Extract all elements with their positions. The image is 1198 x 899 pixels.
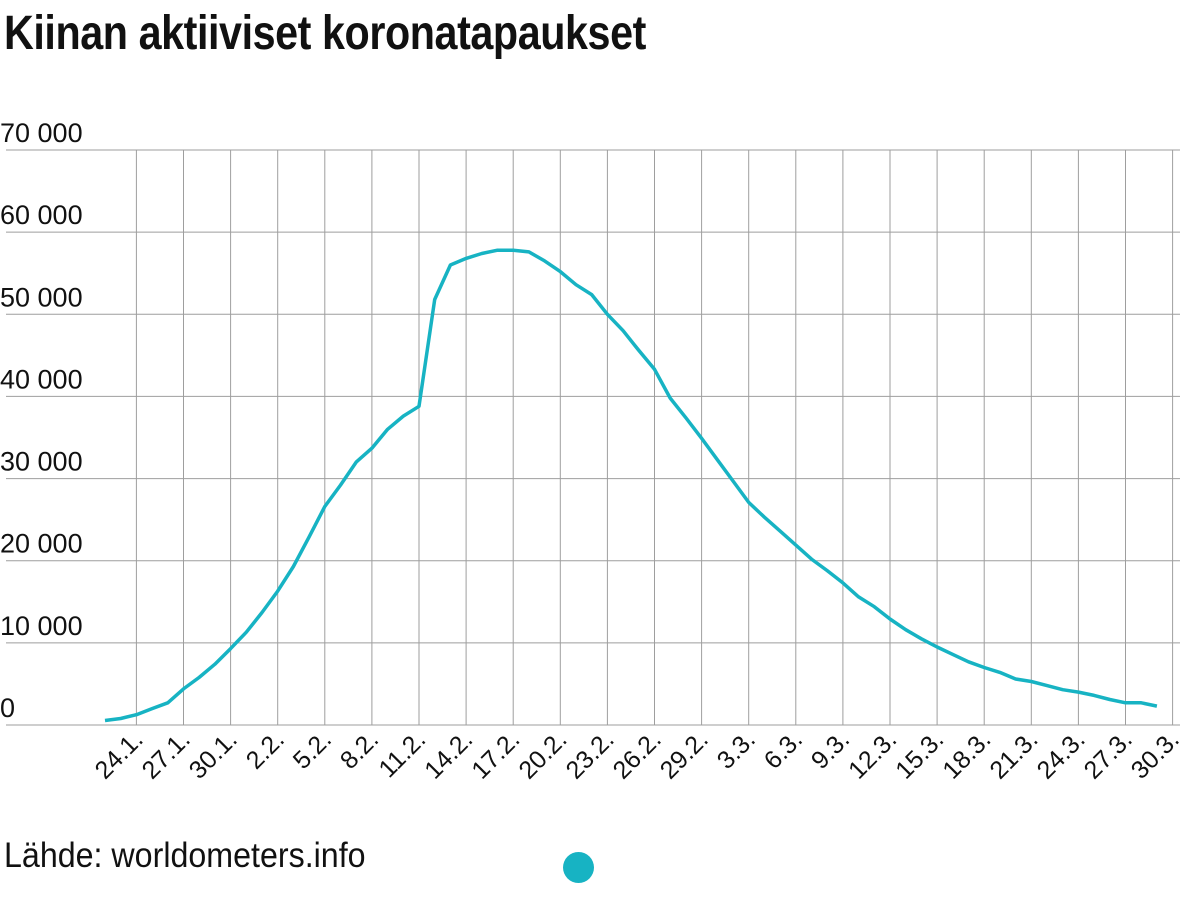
x-tick-label: 6.3. xyxy=(759,725,808,774)
x-axis: 24.1.27.1.30.1.2.2.5.2.8.2.11.2.14.2.17.… xyxy=(90,725,1185,784)
x-tick-label: 12.3. xyxy=(843,725,902,784)
y-tick-label: 20 000 xyxy=(0,529,83,559)
y-tick-label: 40 000 xyxy=(0,364,83,394)
chart-title: Kiinan aktiiviset koronatapaukset xyxy=(4,7,646,60)
y-tick-label: 10 000 xyxy=(0,611,83,641)
x-tick-label: 2.2. xyxy=(241,725,290,774)
y-tick-label: 30 000 xyxy=(0,447,83,477)
x-tick-label: 27.3. xyxy=(1079,725,1138,784)
x-tick-label: 26.2. xyxy=(608,725,667,784)
x-tick-label: 15.3. xyxy=(890,725,949,784)
x-tick-label: 27.1. xyxy=(137,725,196,784)
x-tick-label: 23.2. xyxy=(561,725,620,784)
y-axis: 0 10 000 20 000 30 000 40 000 50 000 60 000 70 … xyxy=(0,118,83,723)
x-tick-label: 3.3. xyxy=(712,725,761,774)
x-tick-label: 17.2. xyxy=(466,725,525,784)
y-tick-label: 50 000 xyxy=(0,282,83,312)
x-tick-label: 5.2. xyxy=(288,725,337,774)
x-tick-label: 11.2. xyxy=(373,725,431,783)
y-tick-label: 0 xyxy=(0,693,15,723)
series-line xyxy=(104,248,1158,723)
x-tick-label: 20.2. xyxy=(513,725,572,784)
x-tick-label: 30.3. xyxy=(1126,725,1185,784)
y-tick-label: 70 000 xyxy=(0,118,83,148)
x-tick-label: 21.3. xyxy=(984,725,1043,784)
x-tick-label: 29.2. xyxy=(655,725,714,784)
x-tick-label: 18.3. xyxy=(937,725,996,784)
x-tick-label: 30.1. xyxy=(184,725,243,784)
source-note: Lähde: worldometers.info xyxy=(4,836,366,875)
x-tick-label: 24.1. xyxy=(90,725,149,784)
x-tick-label: 24.3. xyxy=(1032,725,1091,784)
legend-marker xyxy=(563,852,594,883)
x-tick-label: 14.2. xyxy=(419,725,478,784)
y-tick-label: 60 000 xyxy=(0,200,83,230)
chart-grid xyxy=(6,149,1180,726)
